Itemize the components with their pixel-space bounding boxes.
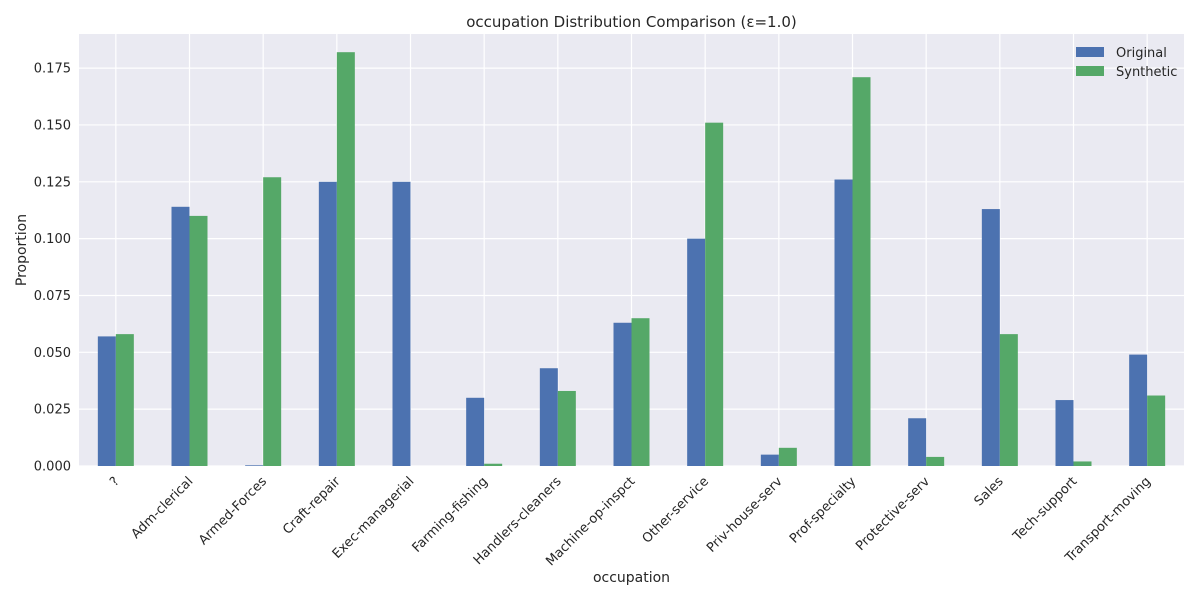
y-tick-label: 0.150 xyxy=(34,118,71,133)
bar-original xyxy=(466,397,485,466)
x-tick-label: Sales xyxy=(972,474,1007,509)
x-tick-label: Farming-fishing xyxy=(410,474,491,555)
chart-title: occupation Distribution Comparison (ε=1.… xyxy=(466,13,796,31)
bar-original xyxy=(318,181,337,466)
x-tick-labels: ? Adm-clerical Armed-Forces Craft-repairExe… xyxy=(107,474,1154,569)
y-tick-label: 0.000 xyxy=(34,460,71,475)
legend-label-original: Original xyxy=(1116,46,1167,61)
bar-original xyxy=(392,181,411,466)
x-tick-label: Exec-managerial xyxy=(330,474,418,562)
y-tick-label: 0.050 xyxy=(34,346,71,361)
y-tick-label: 0.075 xyxy=(34,289,71,304)
bar-original xyxy=(834,179,853,466)
bar-original xyxy=(97,336,116,466)
bar-original xyxy=(687,238,706,466)
x-tick-label: Other-service xyxy=(640,474,712,546)
legend-label-synthetic: Synthetic xyxy=(1116,65,1177,80)
bar-synthetic xyxy=(778,447,797,466)
x-tick-label: Prof-specialty xyxy=(787,474,860,547)
bar-original xyxy=(1129,354,1148,466)
bar-synthetic xyxy=(999,334,1018,466)
bar-synthetic xyxy=(336,52,355,466)
y-tick-labels: 0.000 0.025 0.050 0.075 0.100 0.125 0.150 0.175 xyxy=(34,62,71,475)
bar-synthetic xyxy=(631,318,650,466)
bar-original xyxy=(760,454,779,466)
bar-original xyxy=(539,368,558,466)
x-axis-label: occupation xyxy=(593,570,670,586)
y-tick-label: 0.025 xyxy=(34,403,71,418)
legend-swatch-synthetic xyxy=(1076,66,1104,76)
x-tick-label: Priv-house-serv xyxy=(704,474,786,556)
y-tick-label: 0.100 xyxy=(34,232,71,247)
legend-swatch-original xyxy=(1076,47,1104,57)
bar-original xyxy=(1055,400,1074,466)
x-tick-label: Tech-support xyxy=(1010,474,1081,545)
x-tick-label: Armed-Forces xyxy=(196,474,270,548)
y-tick-label: 0.175 xyxy=(34,62,71,77)
x-tick-label: Adm-clerical xyxy=(129,474,197,542)
bar-synthetic xyxy=(557,390,576,466)
bar-original xyxy=(171,206,190,467)
bar-synthetic xyxy=(852,77,871,466)
bar-synthetic xyxy=(484,463,503,466)
bar-original xyxy=(245,465,264,466)
y-tick-label: 0.125 xyxy=(34,175,71,190)
bar-synthetic xyxy=(189,215,208,466)
bar-original xyxy=(613,322,632,466)
bar-original xyxy=(981,209,1000,467)
bar-synthetic xyxy=(926,456,945,466)
bar-synthetic xyxy=(263,177,282,466)
bar-synthetic xyxy=(705,122,724,467)
bar-synthetic xyxy=(1147,395,1166,466)
bar-synthetic xyxy=(115,334,134,466)
legend: Original Synthetic xyxy=(1076,46,1177,80)
bar-original xyxy=(908,418,927,466)
y-axis-label: Proportion xyxy=(14,214,30,286)
x-tick-label: Craft-repair xyxy=(280,474,344,538)
bars xyxy=(97,52,1166,467)
x-tick-label: ? xyxy=(107,474,122,489)
bar-synthetic xyxy=(1073,461,1092,466)
x-tick-label: Protective-serv xyxy=(853,474,933,554)
